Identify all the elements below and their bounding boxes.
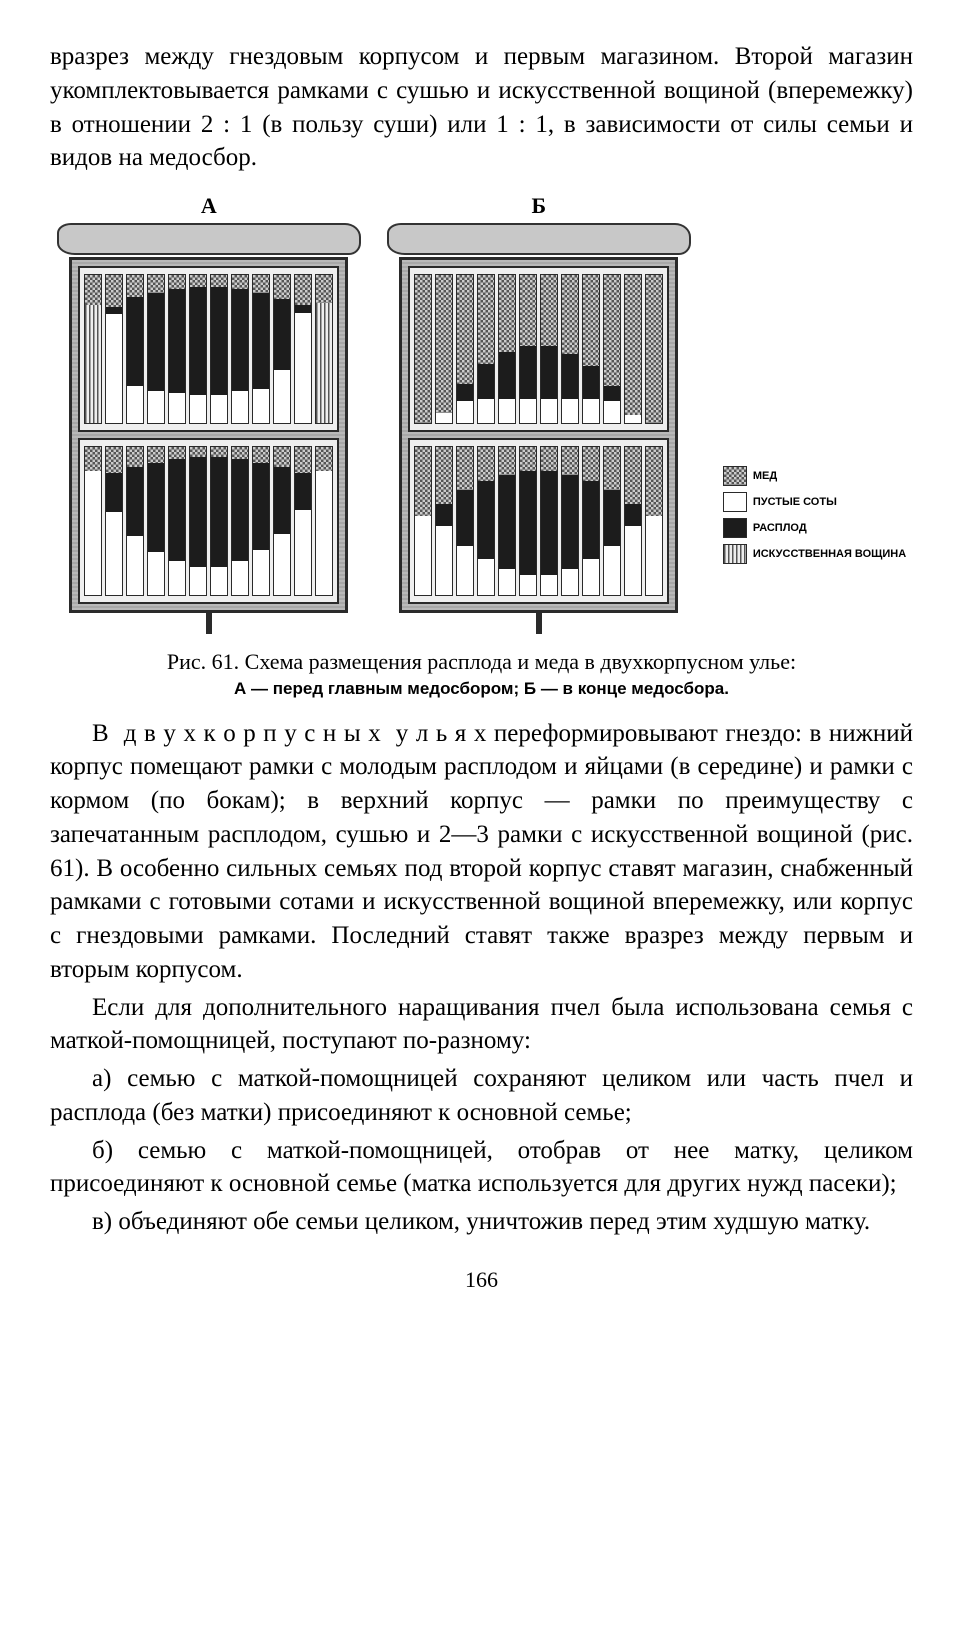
hive-a-column: А: [57, 193, 361, 634]
beehive-frame: [147, 274, 165, 424]
legend-honey: Мед: [723, 466, 906, 486]
beehive-frame: [498, 446, 516, 596]
beehive-frame: [561, 274, 579, 424]
beehive-frame: [519, 274, 537, 424]
beehive-frame: [624, 274, 642, 424]
para-2-lead: В д в у х к о р п у с н ы х у л ь я х: [92, 720, 486, 747]
beehive-frame: [477, 274, 495, 424]
legend-foundation: Искусственная вощина: [723, 544, 906, 564]
legend-empty: Пустые соты: [723, 492, 906, 512]
hive-b-bottom-box: [408, 438, 669, 604]
beehive-frame: [84, 446, 102, 596]
beehive-frame: [645, 446, 663, 596]
beehive-frame: [147, 446, 165, 596]
beehive-frame: [624, 446, 642, 596]
beehive-frame: [540, 446, 558, 596]
legend-brood-label: Расплод: [753, 522, 807, 534]
figure-legend: Мед Пустые соты Расплод Искусственная во…: [723, 466, 906, 564]
beehive-frame: [435, 274, 453, 424]
beehive-frame: [456, 274, 474, 424]
beehive-frame: [231, 446, 249, 596]
hive-a-floor: [206, 613, 212, 634]
beehive-frame: [189, 274, 207, 424]
beehive-frame: [414, 274, 432, 424]
hive-a-label: А: [201, 193, 217, 219]
hive-b: [399, 257, 678, 613]
beehive-frame: [105, 446, 123, 596]
beehive-frame: [126, 446, 144, 596]
beehive-frame: [519, 446, 537, 596]
beehive-frame: [456, 446, 474, 596]
beehive-frame: [210, 446, 228, 596]
page-number: 166: [50, 1267, 913, 1293]
legend-empty-label: Пустые соты: [753, 496, 837, 508]
beehive-frame: [414, 446, 432, 596]
para-6: в) объединяют обе семьи целиком, уничтож…: [50, 1205, 913, 1239]
beehive-frame: [168, 274, 186, 424]
beehive-frame: [126, 274, 144, 424]
beehive-frame: [294, 274, 312, 424]
beehive-frame: [189, 446, 207, 596]
beehive-frame: [603, 446, 621, 596]
figure-caption-sub: А — перед главным медосбором; Б — в конц…: [50, 679, 913, 699]
swatch-honey: [723, 466, 747, 486]
beehive-frame: [252, 446, 270, 596]
hive-b-floor: [536, 613, 542, 634]
hive-a-lid: [57, 223, 361, 255]
beehive-frame: [645, 274, 663, 424]
beehive-frame: [231, 274, 249, 424]
hive-b-column: Б: [387, 193, 691, 634]
beehive-frame: [498, 274, 516, 424]
swatch-brood: [723, 518, 747, 538]
legend-honey-label: Мед: [753, 470, 777, 482]
para-2: В д в у х к о р п у с н ы х у л ь я х пе…: [50, 717, 913, 987]
hive-b-top-box: [408, 266, 669, 432]
legend-brood: Расплод: [723, 518, 906, 538]
beehive-frame: [582, 274, 600, 424]
beehive-frame: [603, 274, 621, 424]
hive-a-bottom-box: [78, 438, 339, 604]
beehive-frame: [540, 274, 558, 424]
para-4: а) семью с маткой-помощницей сохраняют ц…: [50, 1062, 913, 1130]
figure-caption-main: Рис. 61. Схема размещения расплода и мед…: [70, 648, 893, 677]
para-3: Если для дополнительного наращивания пче…: [50, 991, 913, 1059]
para-5: б) семью с маткой-помощницей, отобрав от…: [50, 1134, 913, 1202]
beehive-frame: [168, 446, 186, 596]
figure-61: А Б Мед Пустые соты Расплод Искусственна…: [50, 193, 913, 699]
hive-a-top-box: [78, 266, 339, 432]
beehive-frame: [315, 446, 333, 596]
hive-b-lid: [387, 223, 691, 255]
beehive-frame: [582, 446, 600, 596]
swatch-foundation: [723, 544, 747, 564]
beehive-frame: [273, 274, 291, 424]
beehive-frame: [273, 446, 291, 596]
legend-foundation-label: Искусственная вощина: [753, 548, 906, 560]
para-1: вразрез между гнездовым корпусом и первы…: [50, 40, 913, 175]
beehive-frame: [210, 274, 228, 424]
beehive-frame: [477, 446, 495, 596]
beehive-frame: [561, 446, 579, 596]
hive-b-label: Б: [532, 193, 547, 219]
swatch-empty: [723, 492, 747, 512]
para-2-rest: переформировывают гнездо: в нижний корпу…: [50, 720, 913, 983]
beehive-frame: [315, 274, 333, 424]
beehive-frame: [294, 446, 312, 596]
beehive-frame: [84, 274, 102, 424]
hive-a: [69, 257, 348, 613]
beehive-frame: [252, 274, 270, 424]
beehive-frame: [435, 446, 453, 596]
beehive-frame: [105, 274, 123, 424]
